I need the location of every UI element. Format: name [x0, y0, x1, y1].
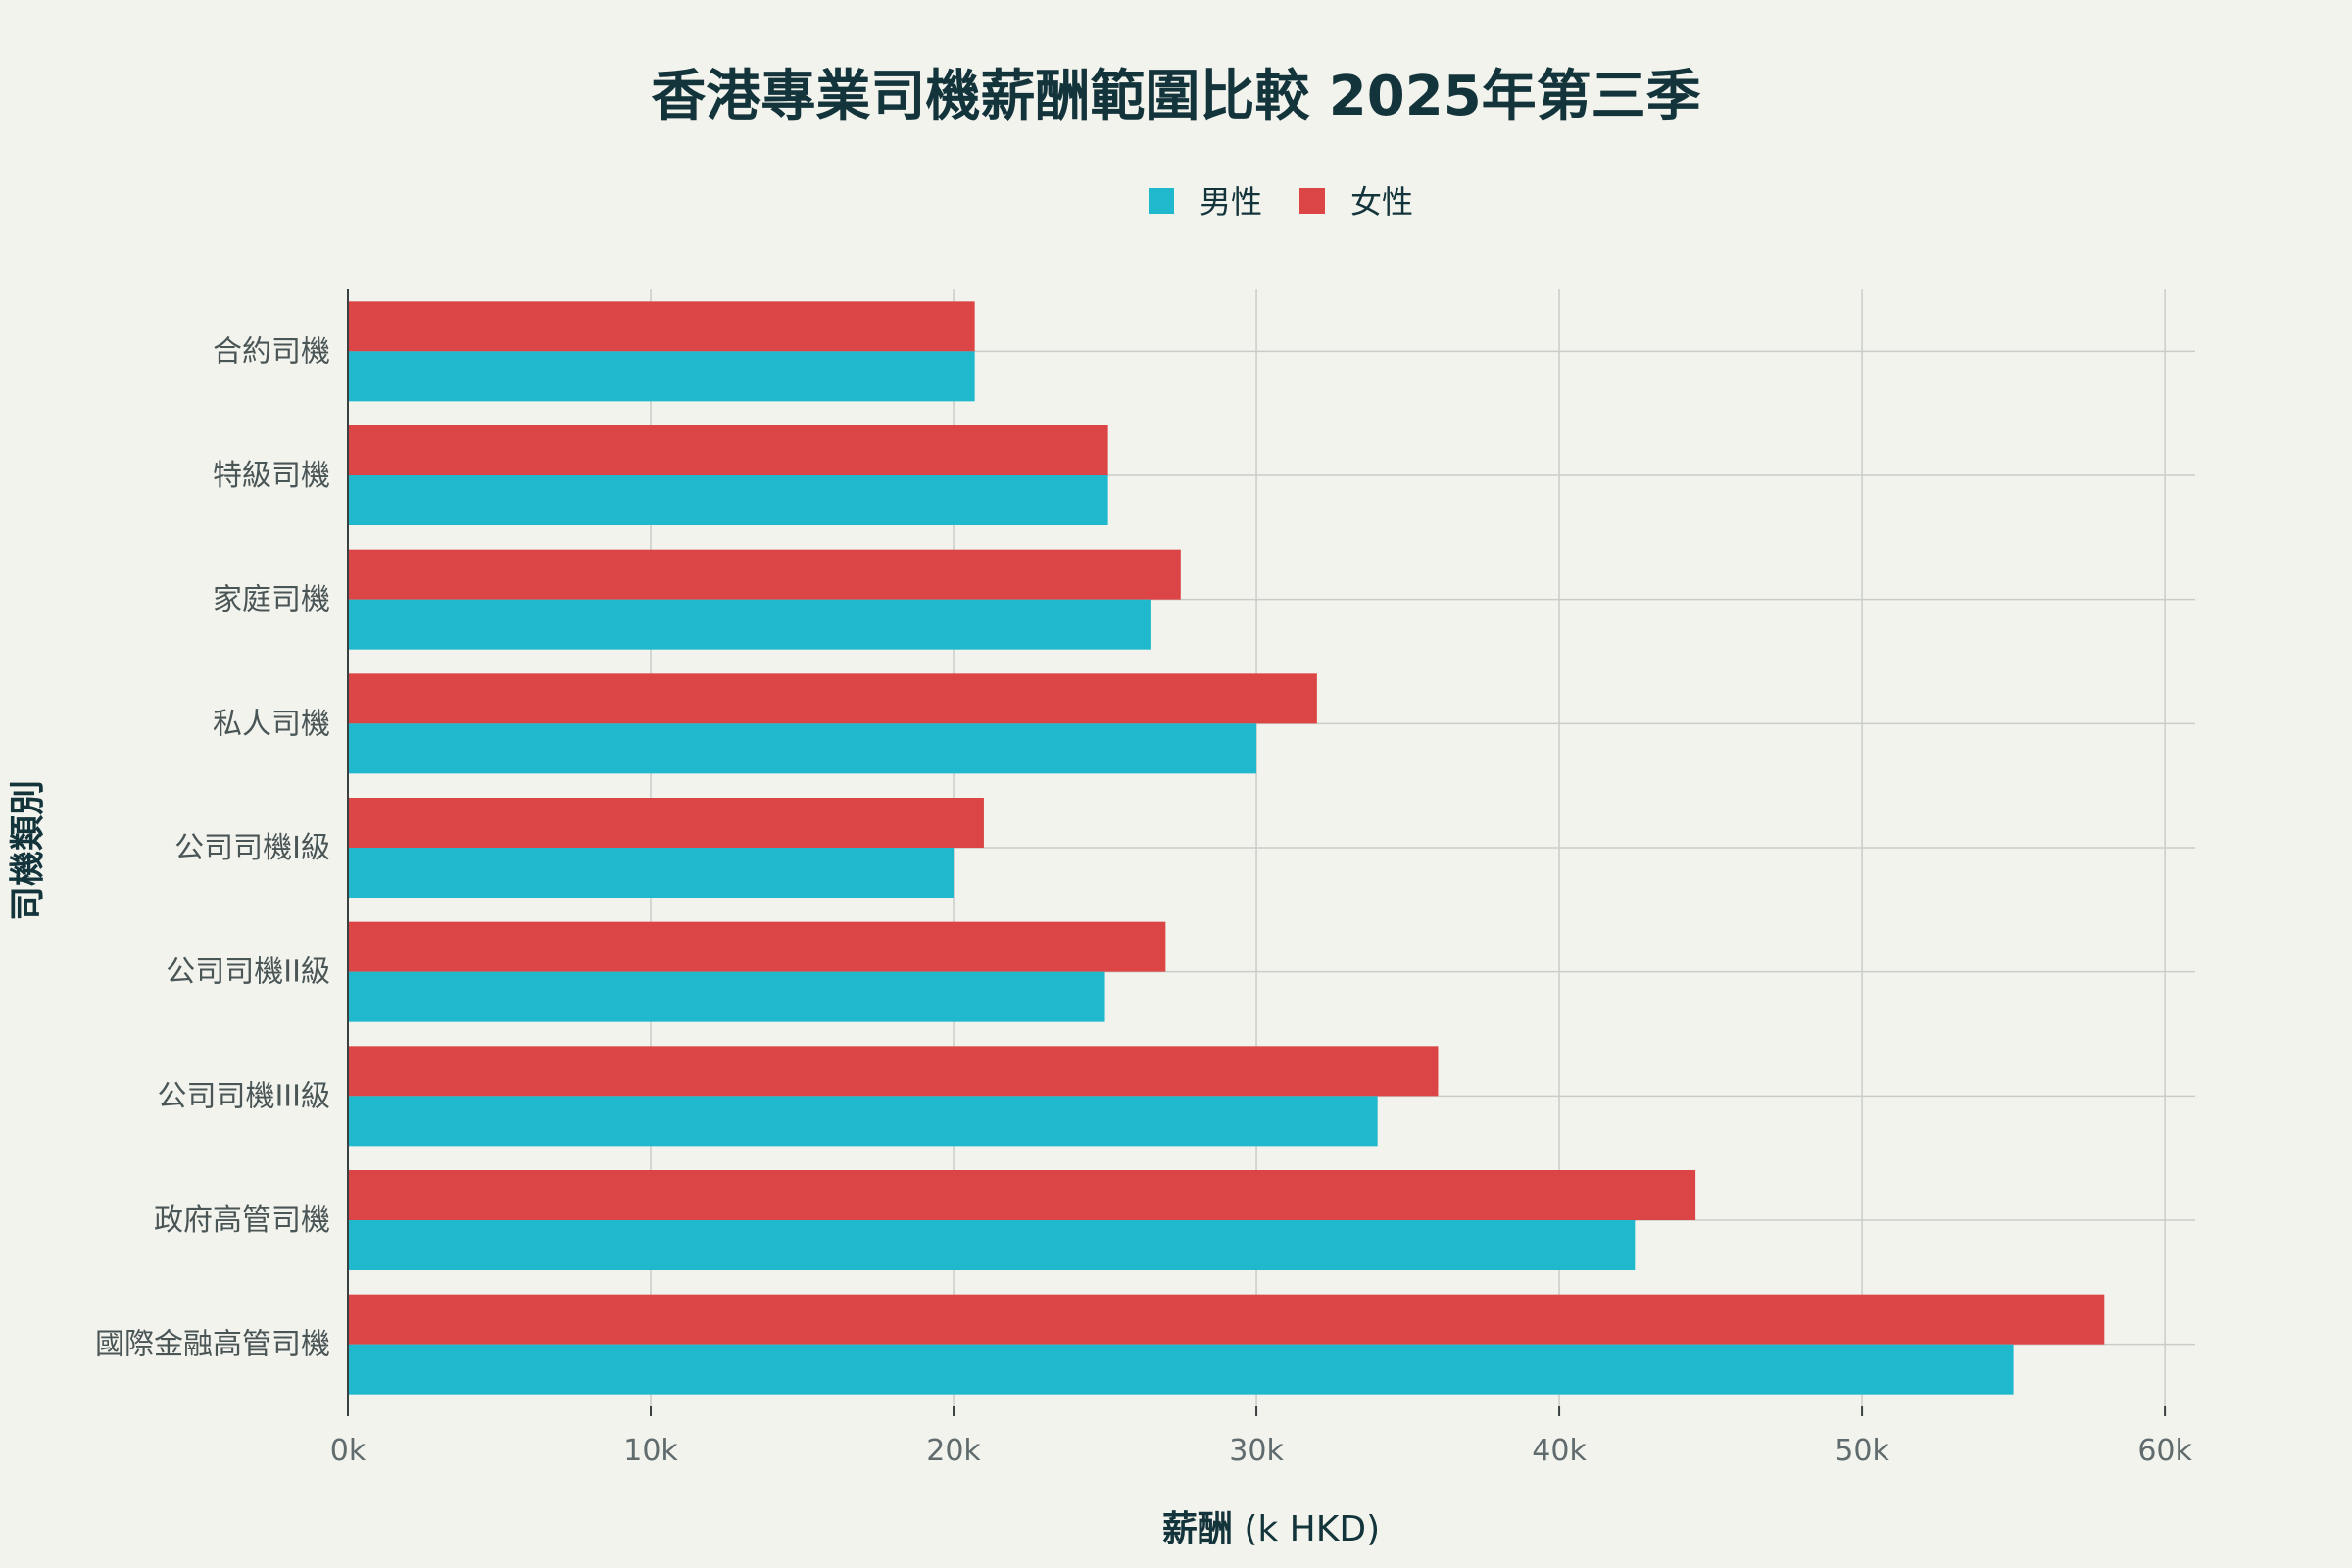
y-category-label: 政府高管司機 — [154, 1203, 330, 1238]
y-category-label: 合約司機 — [213, 334, 330, 368]
legend[interactable]: 男性 女性 — [1149, 183, 1413, 220]
legend-swatch — [1299, 188, 1325, 214]
bar-female[interactable] — [348, 798, 984, 848]
y-category-label: 國際金融高管司機 — [95, 1328, 330, 1362]
x-tick-label: 50k — [1835, 1434, 1889, 1468]
x-tick-label: 40k — [1532, 1434, 1587, 1468]
legend-item[interactable]: 女性 — [1299, 183, 1413, 220]
y-category-label: 私人司機 — [213, 707, 330, 741]
legend-label: 女性 — [1350, 183, 1413, 220]
bar-male[interactable] — [348, 1096, 1378, 1147]
bar-male[interactable] — [348, 351, 975, 402]
bar-female[interactable] — [348, 1046, 1439, 1097]
bar-male[interactable] — [348, 475, 1108, 525]
x-axis-title-main: 薪酬 — [1162, 1509, 1233, 1549]
y-axis-title: 司機類別 — [8, 780, 48, 921]
legend-label: 男性 — [1200, 183, 1262, 220]
y-category-label: 公司司機III級 — [157, 1079, 330, 1113]
x-tick-label: 20k — [926, 1434, 981, 1468]
bar-female[interactable] — [348, 921, 1166, 972]
bar-female[interactable] — [348, 1170, 1696, 1220]
y-category-label: 公司司機I級 — [174, 831, 330, 865]
bar-female[interactable] — [348, 673, 1317, 724]
bar-female[interactable] — [348, 1294, 2105, 1345]
y-category-label: 家庭司機 — [213, 583, 330, 617]
x-tick-label: 10k — [623, 1434, 678, 1468]
legend-item[interactable]: 男性 — [1149, 183, 1262, 220]
x-tick-label: 0k — [330, 1434, 367, 1468]
bar-male[interactable] — [348, 599, 1151, 650]
y-category-label: 公司司機II級 — [166, 956, 330, 990]
bar-male[interactable] — [348, 848, 955, 898]
bar-male[interactable] — [348, 1344, 2014, 1395]
x-tick-label: 60k — [2137, 1434, 2192, 1468]
bar-female[interactable] — [348, 301, 975, 352]
y-category-label: 特級司機 — [213, 459, 330, 493]
x-axis-title: 薪酬 (k HKD) — [1162, 1509, 1380, 1549]
axes: 0k 10k 20k 30k 40k 50k 60k 合約司機特級司機家庭司機私人司機公司司機… — [95, 289, 2192, 1468]
legend-swatch — [1149, 188, 1174, 214]
bars — [348, 301, 2105, 1395]
x-tick-label: 30k — [1229, 1434, 1284, 1468]
x-axis-title-unit: (k HKD) — [1233, 1509, 1380, 1549]
bar-female[interactable] — [348, 425, 1108, 475]
bar-male[interactable] — [348, 1220, 1636, 1270]
bar-male[interactable] — [348, 971, 1105, 1022]
bar-female[interactable] — [348, 549, 1181, 600]
bar-male[interactable] — [348, 723, 1257, 774]
chart-title: 香港專業司機薪酬範圍比較 2025年第三季 — [651, 65, 1700, 128]
